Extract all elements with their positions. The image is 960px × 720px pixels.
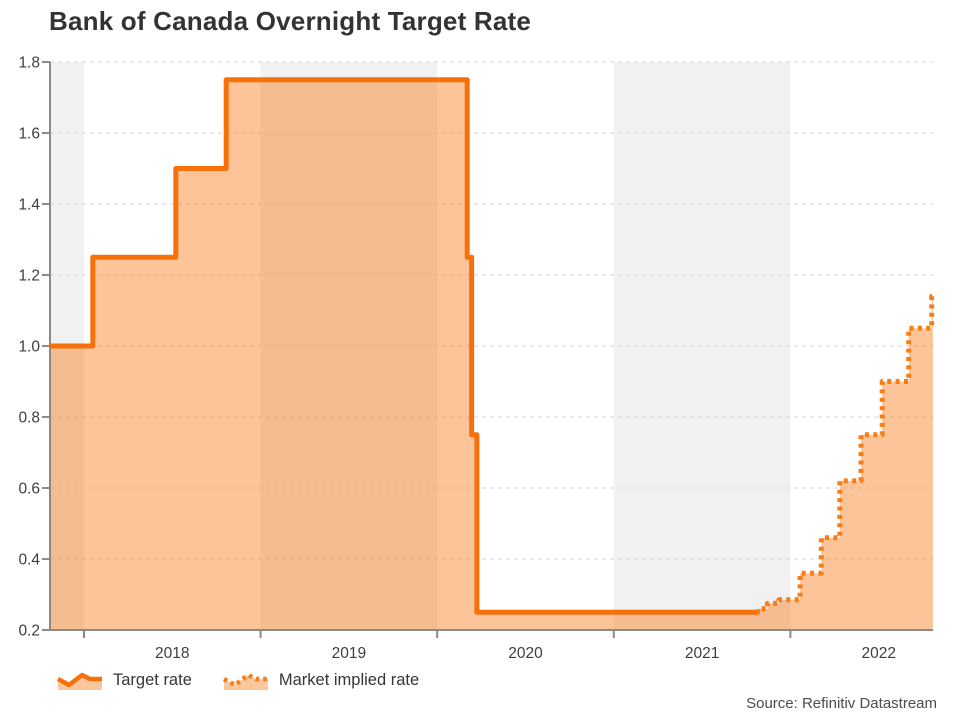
svg-text:0.4: 0.4 bbox=[18, 552, 40, 569]
svg-text:1.2: 1.2 bbox=[18, 268, 40, 285]
svg-text:2019: 2019 bbox=[332, 645, 366, 662]
svg-text:0.8: 0.8 bbox=[18, 410, 40, 427]
area-fill bbox=[49, 79, 933, 631]
svg-text:2022: 2022 bbox=[861, 645, 895, 662]
svg-text:1.6: 1.6 bbox=[18, 126, 40, 143]
legend-item-target-rate: Target rate bbox=[56, 669, 192, 691]
svg-text:0.6: 0.6 bbox=[18, 481, 40, 498]
target-rate-swatch-icon bbox=[56, 672, 102, 690]
market-implied-rate-swatch-icon bbox=[222, 672, 268, 690]
gridlines bbox=[50, 61, 933, 560]
svg-text:2020: 2020 bbox=[508, 645, 543, 662]
svg-text:1.0: 1.0 bbox=[18, 339, 40, 356]
svg-text:0.2: 0.2 bbox=[18, 623, 40, 640]
plot-area: 0.2 0.4 0.6 0.8 1.0 1.2 1.4 1.6 1.8 2018 2019 2020 2… bbox=[18, 55, 935, 663]
chart-title: Bank of Canada Overnight Target Rate bbox=[49, 6, 532, 36]
svg-text:1.4: 1.4 bbox=[18, 197, 40, 214]
legend-item-market-implied-rate: Market implied rate bbox=[222, 669, 419, 691]
axis-tick-labels: 0.2 0.4 0.6 0.8 1.0 1.2 1.4 1.6 1.8 2018 2019 2020 2… bbox=[18, 55, 896, 663]
legend-label-target-rate: Target rate bbox=[113, 670, 192, 689]
legend: Target rate Market implied rate bbox=[56, 669, 419, 691]
legend-label-market-implied-rate: Market implied rate bbox=[278, 670, 420, 689]
series-lines bbox=[49, 77, 935, 615]
svg-text:1.8: 1.8 bbox=[18, 55, 40, 72]
svg-text:2021: 2021 bbox=[685, 645, 719, 662]
svg-text:2018: 2018 bbox=[155, 645, 189, 662]
source-credit: Source: Refinitiv Datastream bbox=[746, 695, 937, 712]
